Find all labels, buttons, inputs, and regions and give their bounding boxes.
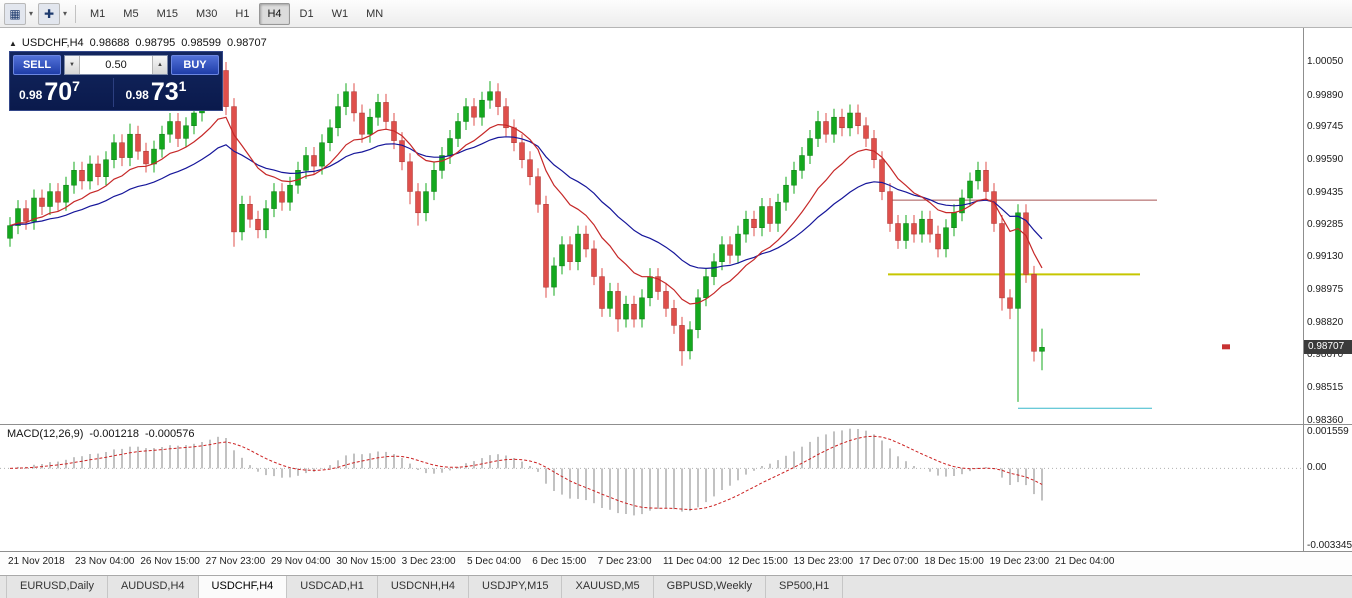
buy-price-display: 0.98 73 1 [112,78,220,107]
macd-axis-label: 0.00 [1307,462,1327,474]
timeframe-h4[interactable]: H4 [259,2,290,25]
close-value: 0.98707 [226,37,267,49]
price-axis-label: 0.99435 [1307,186,1344,198]
ma-fast-line [9,116,1043,305]
time-axis-label: 21 Nov 2018 [8,556,65,567]
chart-tab-usdjpy-m15[interactable]: USDJPY,M15 [469,576,563,598]
time-axis-label: 12 Dec 15:00 [728,556,788,567]
toolbar-separator [75,4,76,23]
symbol-period-label: USDCHF,H4 [21,37,84,49]
chart-tab-usdcad-h1[interactable]: USDCAD,H1 [287,576,378,598]
buy-button[interactable]: BUY [171,55,219,75]
time-axis-label: 30 Nov 15:00 [336,556,396,567]
price-axis-label: 0.99130 [1307,251,1344,263]
buy-price-main: 73 [150,78,179,106]
timeframe-h1[interactable]: H1 [235,7,250,20]
crosshair-dropdown-icon[interactable]: ▾ [62,9,67,18]
volume-input[interactable]: ▼ 0.50 ▲ [64,55,168,75]
sell-price-base: 0.98 [19,88,43,102]
timeframe-buttons: M1 M5 M15 M30 H1 H4 D1 W1 MN [81,2,392,25]
one-click-collapse-icon[interactable]: ▲ [9,39,17,48]
time-axis-label: 13 Dec 23:00 [793,556,854,567]
timeframe-m5[interactable]: M5 [123,7,139,20]
macd-axis-label: 0.001559 [1307,425,1349,437]
time-axis-label: 26 Nov 15:00 [140,556,200,567]
time-axis-label: 7 Dec 23:00 [597,556,652,567]
chart-tab-usdchf-h4[interactable]: USDCHF,H4 [198,576,288,598]
price-axis-label: 0.98820 [1307,317,1344,329]
time-axis-label: 11 Dec 04:00 [662,556,722,567]
chart-tab-gbpusd-weekly[interactable]: GBPUSD,Weekly [654,576,767,598]
chart-display-dropdown-icon[interactable]: ▾ [28,9,33,18]
timeframe-m1[interactable]: M1 [90,7,106,20]
macd-value: -0.001218 [89,428,139,440]
open-value: 0.98688 [89,37,130,49]
volume-decrease-icon[interactable]: ▼ [65,56,80,74]
buy-price-base: 0.98 [125,88,149,102]
top-toolbar: ▦ ▾ ✚ ▾ M1 M5 M15 M30 H1 H4 D1 W1 MN [0,0,1352,28]
price-axis-label: 0.98515 [1307,382,1344,394]
time-axis-label: 6 Dec 15:00 [532,556,587,567]
chart-tab-xauusd-m5[interactable]: XAUUSD,M5 [562,576,654,598]
timeframe-m30[interactable]: M30 [195,7,218,20]
time-axis-label: 27 Nov 23:00 [205,556,266,567]
crosshair-icon[interactable]: ✚ [38,2,60,25]
bid-price-marker [1222,344,1230,350]
chart-tab-audusd-h4[interactable]: AUDUSD,H4 [108,576,199,598]
price-axis-label: 0.99285 [1307,218,1344,230]
chart-tab-usdcnh-h4[interactable]: USDCNH,H4 [378,576,470,598]
chart-display-icon[interactable]: ▦ [4,2,26,25]
pane-separator-main-macd[interactable] [0,424,1352,425]
high-value: 0.98795 [135,37,176,49]
macd-indicator-label: MACD(12,26,9) -0.001218 -0.000576 [7,428,201,440]
price-axis-label: 0.99890 [1307,89,1344,101]
time-axis[interactable]: 21 Nov 2018 23 Nov 04:00 26 Nov 15:00 27 No… [0,552,1352,574]
macd-chart-canvas[interactable] [0,425,1303,551]
price-axis-label: 0.98670 [1307,349,1344,361]
time-axis-label: 3 Dec 23:00 [401,556,456,567]
price-axis-label: 1.00050 [1307,55,1344,67]
price-axis-label: 0.98360 [1307,415,1344,427]
sell-price-display: 0.98 70 7 [13,78,113,107]
pane-separator-macd-time[interactable] [0,551,1352,552]
chart-ohlc-header: ▲ USDCHF,H4 0.98688 0.98795 0.98599 0.98707 [9,37,267,49]
time-axis-label: 23 Nov 04:00 [75,556,135,567]
price-axis-label: 0.98975 [1307,284,1344,296]
main-chart-canvas[interactable] [0,28,1303,424]
one-click-trading-panel: SELL ▼ 0.50 ▲ BUY 0.98 70 7 0.98 73 1 [9,51,223,111]
timeframe-d1[interactable]: D1 [299,7,314,20]
chart-tab-bar: EURUSD,Daily AUDUSD,H4 USDCHF,H4 USDCAD,H1 U… [0,575,1352,598]
sell-price-main: 70 [44,78,73,106]
ma-slow-line [9,136,1043,270]
timeframe-mn[interactable]: MN [366,7,384,20]
axis-separator [1303,28,1304,551]
chart-tab-sp500-h1[interactable]: SP500,H1 [766,576,844,598]
chart-tab-eurusd-daily[interactable]: EURUSD,Daily [6,576,108,598]
macd-name: MACD(12,26,9) [7,428,84,440]
price-axis-label: 0.99590 [1307,153,1344,165]
sell-button[interactable]: SELL [13,55,61,75]
time-axis-label: 21 Dec 04:00 [1054,556,1115,567]
low-value: 0.98599 [181,37,221,49]
timeframe-w1[interactable]: W1 [331,7,349,20]
time-axis-label: 29 Nov 04:00 [270,556,331,567]
volume-increase-icon[interactable]: ▲ [152,56,167,74]
macd-signal-value: -0.000576 [144,428,195,440]
macd-axis-label: -0.003345 [1307,540,1352,551]
timeframe-m15[interactable]: M15 [156,7,178,20]
buy-price-pip: 1 [178,78,187,94]
time-axis-label: 5 Dec 04:00 [466,556,521,567]
time-axis-label: 17 Dec 07:00 [858,556,919,567]
macd-histogram [17,428,1043,516]
price-axis-label: 0.99745 [1307,120,1344,132]
candles-layer [7,59,1045,402]
current-price-tag: 0.98707 [1304,340,1352,355]
volume-value[interactable]: 0.50 [105,59,127,71]
sell-price-pip: 7 [72,78,80,94]
macd-signal-line [9,435,1043,511]
time-axis-label: 18 Dec 15:00 [924,556,984,567]
time-axis-label: 19 Dec 23:00 [989,556,1050,567]
